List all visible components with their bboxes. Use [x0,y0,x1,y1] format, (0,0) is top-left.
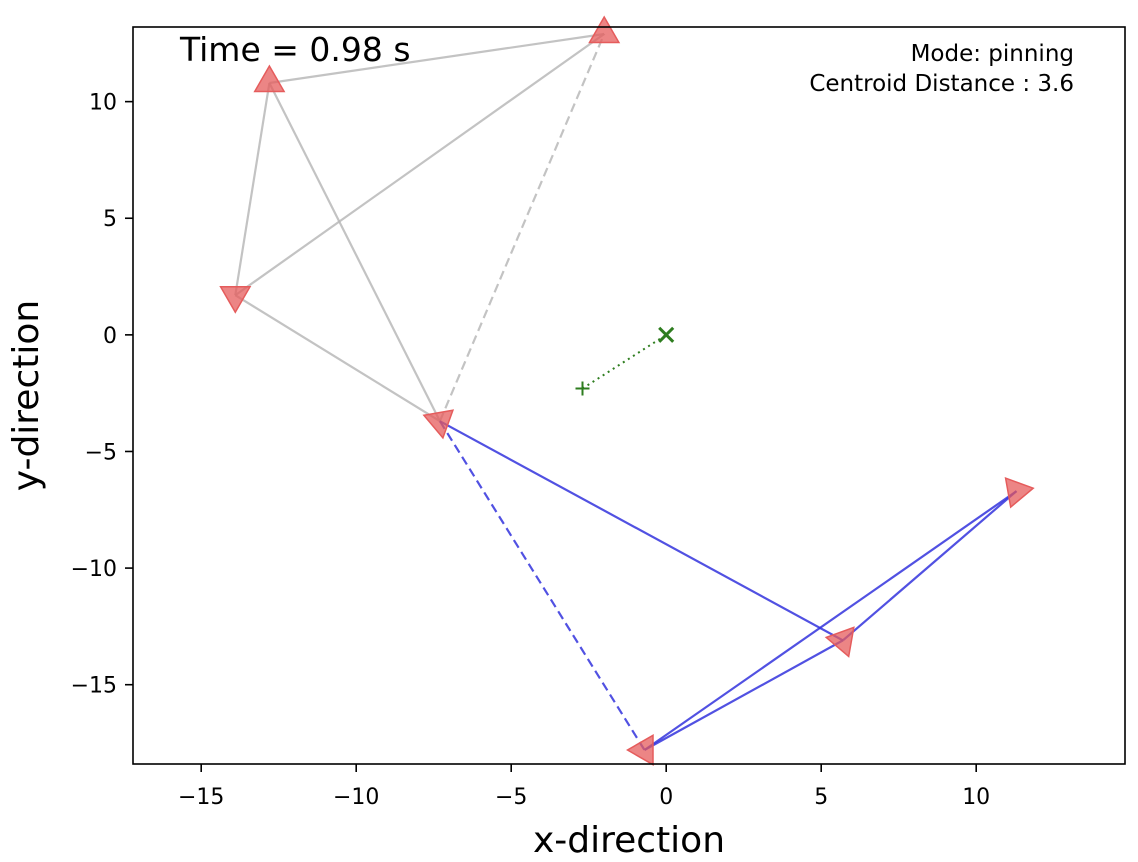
agent-marker-2 [253,64,286,93]
agent-marker-1 [588,15,621,44]
gray-link-2 [234,82,271,296]
y-tick-label: 0 [103,324,117,349]
gray-link-4 [234,33,605,297]
agent-marker-5 [1004,476,1035,509]
agent-marker-3 [219,285,252,314]
blue-link-5 [842,490,1018,642]
target-marker [658,326,675,343]
agent-marker-4 [422,409,455,440]
agent-marker-7 [625,734,654,766]
agent-marker-6 [824,626,855,658]
gray-link-6 [438,33,606,422]
y-tick-label: 10 [89,91,117,116]
plot-frame [132,26,1126,765]
centroid-distance-annotation: Centroid Distance : 3.6 [809,71,1074,97]
blue-link-2 [438,420,646,751]
gray-link-1 [269,32,605,85]
x-tick-label: −10 [333,785,379,810]
blue-link-3 [643,639,844,751]
gray-link-5 [234,294,441,423]
x-tick-label: 5 [814,785,828,810]
time-annotation: Time = 0.98 s [179,30,411,69]
x-tick-label: 10 [962,785,990,810]
y-tick-label: −5 [85,440,117,465]
agents-layer [219,15,1035,766]
target-layer [575,326,675,396]
blue-link-4 [643,490,1018,751]
y-axis-label: y-direction [6,300,47,491]
x-axis-label: x-direction [533,820,725,861]
gray-link-3 [268,82,441,422]
links-layer [234,32,1018,751]
y-axis-ticks: 10 5 0 −5 −10 −15 [71,91,133,699]
y-tick-label: 5 [103,207,117,232]
x-tick-label: 0 [659,785,673,810]
centroid-target-connector [581,334,667,390]
y-tick-label: −10 [71,557,117,582]
x-axis-ticks: −15 −10 −5 0 5 10 [178,764,990,810]
blue-link-1 [439,420,844,642]
x-tick-label: −5 [495,785,527,810]
y-tick-label: −15 [71,674,117,699]
centroid-marker [575,381,590,396]
mode-annotation: Mode: pinning [911,41,1074,67]
x-tick-label: −15 [178,785,224,810]
